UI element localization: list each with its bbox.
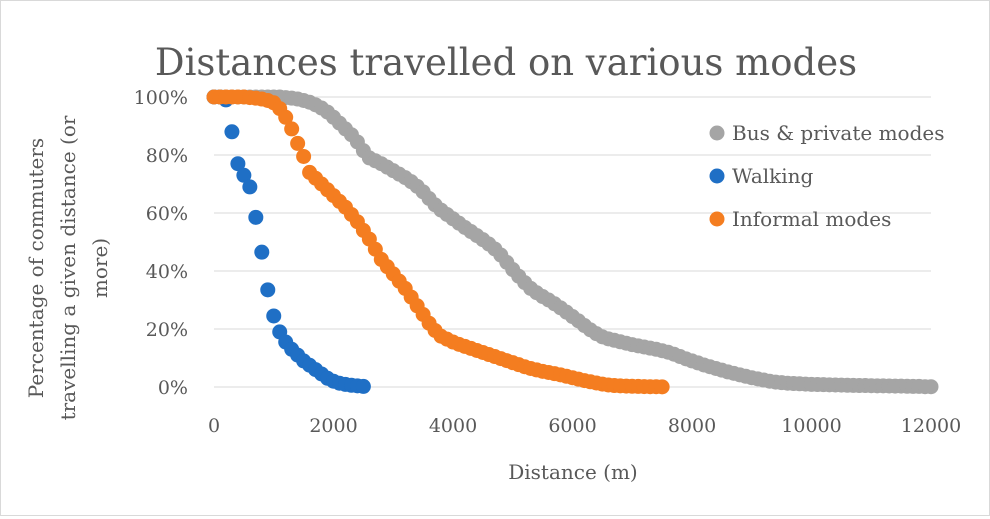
x-tick-label: 4000 bbox=[429, 415, 477, 437]
y-axis-title: Percentage of commuters travelling a giv… bbox=[24, 115, 112, 420]
x-tick-label: 12000 bbox=[901, 415, 961, 437]
y-tick-label: 20% bbox=[146, 319, 188, 341]
series-informal-modes bbox=[206, 89, 670, 395]
data-point bbox=[230, 156, 246, 172]
x-tick-label: 0 bbox=[208, 415, 220, 437]
y-axis-title-line-3: more) bbox=[88, 238, 112, 298]
x-tick-label: 8000 bbox=[668, 415, 716, 437]
y-tick-label: 60% bbox=[146, 203, 188, 225]
y-tick-label: 100% bbox=[134, 87, 188, 109]
x-axis-ticks: 0 2000 4000 6000 8000 10000 12000 bbox=[208, 415, 961, 437]
y-axis-title-line-2: travelling a given distance (or bbox=[56, 115, 80, 420]
x-axis-title: Distance (m) bbox=[508, 460, 638, 484]
legend-marker bbox=[709, 125, 725, 141]
data-point bbox=[224, 124, 240, 140]
y-axis-title-line-1: Percentage of commuters bbox=[24, 138, 48, 398]
data-point bbox=[242, 179, 258, 195]
data-point bbox=[284, 121, 300, 137]
legend-marker bbox=[709, 211, 725, 227]
legend: Bus & private modes Walking Informal modes bbox=[709, 121, 944, 231]
data-point bbox=[236, 167, 252, 183]
data-point bbox=[260, 282, 276, 298]
data-point bbox=[278, 109, 294, 125]
data-point bbox=[266, 308, 282, 324]
x-tick-label: 6000 bbox=[548, 415, 596, 437]
data-series bbox=[206, 89, 939, 395]
x-tick-label: 2000 bbox=[309, 415, 357, 437]
legend-label: Walking bbox=[732, 164, 814, 188]
data-point bbox=[654, 379, 670, 395]
data-point bbox=[296, 148, 312, 164]
y-tick-label: 40% bbox=[146, 261, 188, 283]
data-point bbox=[355, 378, 371, 394]
data-point bbox=[923, 379, 939, 395]
data-point bbox=[290, 135, 306, 151]
series-walking bbox=[206, 89, 371, 394]
legend-label: Bus & private modes bbox=[732, 121, 944, 145]
data-point bbox=[254, 244, 270, 260]
y-tick-label: 0% bbox=[158, 377, 188, 399]
legend-label: Informal modes bbox=[732, 207, 891, 231]
legend-marker bbox=[709, 168, 725, 184]
y-tick-label: 80% bbox=[146, 145, 188, 167]
x-tick-label: 10000 bbox=[781, 415, 841, 437]
chart-title: Distances travelled on various modes bbox=[155, 41, 857, 84]
y-axis-ticks: 0% 20% 40% 60% 80% 100% bbox=[134, 87, 188, 399]
data-point bbox=[248, 209, 264, 225]
